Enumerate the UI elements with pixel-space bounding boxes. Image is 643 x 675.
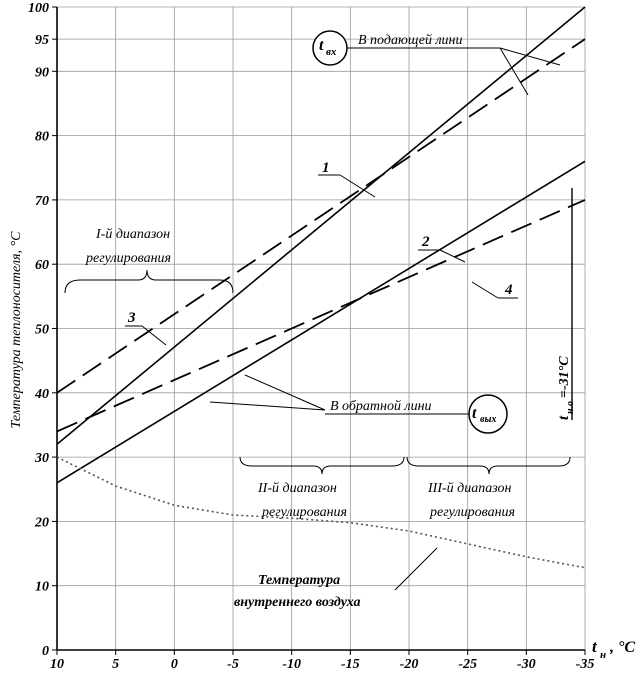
svg-text:вых: вых [480,414,496,425]
y-tick-label: 95 [35,33,49,48]
series-line-1 [56,6,586,445]
x-tick-label: -35 [576,657,595,672]
x-tick-label: -20 [400,657,419,672]
t-out-circle-label: t вых [468,394,508,434]
svg-text:вх: вх [326,46,337,58]
y-tick-label: 10 [35,580,49,595]
x-axis-label: t н , °С [592,637,635,661]
svg-text:регулирования: регулирования [85,251,171,266]
tick-labels: 10 5 0 -5 -10 -15 -20 -25 -30 -350102030405060708… [28,1,594,672]
series-line-2 [56,38,586,394]
svg-text:, °С: , °С [609,639,635,656]
line-label-2: 2 [418,234,466,263]
grid-layer [56,6,586,651]
range-1-label: I-й диапазон регулирования [64,227,234,294]
y-tick-label: 30 [34,451,49,466]
range-3-label: III-й диапазон регулирования [406,456,571,520]
svg-text:t: t [556,415,572,420]
svg-text:3: 3 [127,310,136,326]
line-label-3: 3 [125,310,167,346]
svg-text:II-й диапазон: II-й диапазон [257,481,337,496]
y-tick-label: 60 [35,258,49,273]
svg-text:н: н [600,649,606,661]
supply-leader-2 [499,47,561,66]
svg-text:I-й диапазон: I-й диапазон [95,227,170,242]
svg-text:4: 4 [504,282,513,298]
series-line-3 [56,160,586,484]
svg-text:Температура: Температура [258,573,340,588]
svg-text:1: 1 [322,160,330,176]
svg-text:t: t [472,405,477,422]
axis-frame [52,6,586,655]
supply-line-label: В подающей лини [358,33,463,48]
series-layer [56,6,586,569]
svg-text:t: t [319,37,324,54]
series-line-5 [56,456,586,569]
inner-air-label: Температура внутреннего воздуха [234,547,438,610]
t-in-circle-label: t вх [312,30,348,66]
y-tick-label: 50 [35,323,49,338]
design-temp-marker: t н.о =-31°С [556,188,576,420]
range-2-label: II-й диапазон регулирования [239,456,405,520]
y-tick-label: 0 [42,644,49,659]
y-tick-label: 80 [35,130,49,145]
x-tick-label: 0 [171,657,178,672]
svg-text:2: 2 [421,234,430,250]
svg-text:регулирования: регулирования [261,505,347,520]
line-label-1: 1 [318,160,376,198]
x-tick-label: -30 [517,657,536,672]
y-tick-label: 40 [34,387,49,402]
x-tick-label: 10 [50,657,64,672]
x-tick-label: -5 [227,657,239,672]
return-line-label: В обратной лини [330,399,432,414]
y-axis-label: Температура теплоносителя, °С [9,231,24,429]
y-tick-label: 70 [35,194,49,209]
svg-text:III-й диапазон: III-й диапазон [427,481,512,496]
svg-text:t: t [592,637,598,656]
x-tick-label: -25 [458,657,477,672]
svg-text:внутреннего воздуха: внутреннего воздуха [234,595,361,610]
x-tick-label: -10 [282,657,301,672]
x-tick-label: 5 [112,657,119,672]
series-line-4 [56,199,586,433]
x-tick-label: -15 [341,657,360,672]
line-label-4: 4 [471,281,518,299]
y-tick-label: 20 [34,515,49,530]
svg-text:регулирования: регулирования [429,505,515,520]
supply-leader-1 [499,47,529,96]
svg-text:н.о: н.о [565,401,576,414]
return-leader-1 [209,401,326,411]
svg-text:=-31°С: =-31°С [557,356,572,398]
y-tick-label: 100 [28,1,49,16]
y-tick-label: 90 [35,65,49,80]
return-leader-2 [244,374,326,411]
